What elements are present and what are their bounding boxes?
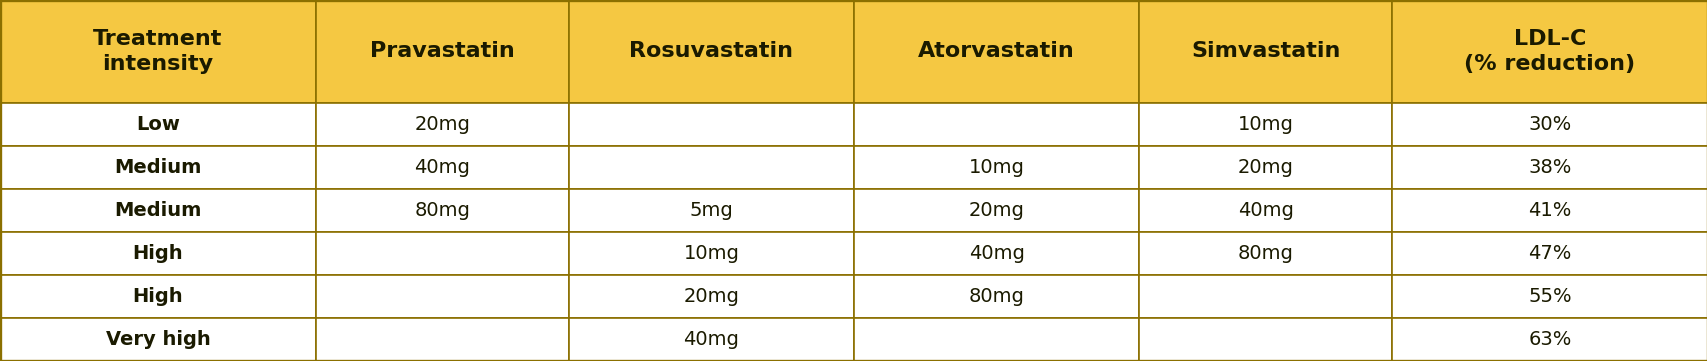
Bar	[854, 0, 1139, 103]
Bar	[1391, 318, 1707, 361]
Text: 30%: 30%	[1528, 115, 1570, 134]
Bar	[568, 146, 854, 189]
Bar	[1139, 275, 1391, 318]
Bar	[316, 232, 568, 275]
Bar	[1391, 189, 1707, 232]
Text: Very high: Very high	[106, 330, 210, 349]
Text: Pravastatin: Pravastatin	[370, 42, 514, 61]
Bar	[854, 189, 1139, 232]
Bar	[854, 146, 1139, 189]
Bar	[568, 275, 854, 318]
Bar	[1139, 189, 1391, 232]
Bar	[568, 318, 854, 361]
Bar	[0, 189, 316, 232]
Text: Treatment
intensity: Treatment intensity	[94, 29, 222, 74]
Bar	[1139, 318, 1391, 361]
Bar	[316, 0, 568, 103]
Text: Medium: Medium	[114, 158, 201, 177]
Bar	[568, 103, 854, 146]
Text: 20mg: 20mg	[415, 115, 469, 134]
Bar	[1391, 146, 1707, 189]
Bar	[0, 0, 316, 103]
Bar	[0, 232, 316, 275]
Bar	[854, 232, 1139, 275]
Text: 20mg: 20mg	[968, 201, 1024, 220]
Text: High: High	[133, 287, 183, 306]
Bar	[316, 275, 568, 318]
Bar	[0, 103, 316, 146]
Text: 40mg: 40mg	[683, 330, 739, 349]
Text: 40mg: 40mg	[1238, 201, 1292, 220]
Text: 63%: 63%	[1528, 330, 1570, 349]
Text: 10mg: 10mg	[1238, 115, 1292, 134]
Bar	[0, 146, 316, 189]
Text: LDL-C
(% reduction): LDL-C (% reduction)	[1463, 29, 1635, 74]
Bar	[854, 275, 1139, 318]
Text: 40mg: 40mg	[415, 158, 469, 177]
Text: 10mg: 10mg	[968, 158, 1024, 177]
Text: Rosuvastatin: Rosuvastatin	[628, 42, 794, 61]
Bar	[316, 318, 568, 361]
Text: Low: Low	[137, 115, 179, 134]
Text: 40mg: 40mg	[968, 244, 1024, 263]
Bar	[568, 189, 854, 232]
Bar	[854, 318, 1139, 361]
Bar	[1391, 232, 1707, 275]
Bar	[316, 103, 568, 146]
Text: 38%: 38%	[1528, 158, 1570, 177]
Text: Atorvastatin: Atorvastatin	[918, 42, 1074, 61]
Bar	[1139, 232, 1391, 275]
Bar	[0, 275, 316, 318]
Text: Medium: Medium	[114, 201, 201, 220]
Text: 47%: 47%	[1528, 244, 1570, 263]
Bar	[1391, 0, 1707, 103]
Bar	[316, 146, 568, 189]
Text: 80mg: 80mg	[415, 201, 469, 220]
Bar	[1391, 275, 1707, 318]
Text: 10mg: 10mg	[683, 244, 739, 263]
Bar	[0, 318, 316, 361]
Text: 55%: 55%	[1528, 287, 1570, 306]
Text: 20mg: 20mg	[683, 287, 739, 306]
Bar	[1391, 103, 1707, 146]
Bar	[568, 0, 854, 103]
Bar	[568, 232, 854, 275]
Text: High: High	[133, 244, 183, 263]
Text: Simvastatin: Simvastatin	[1190, 42, 1340, 61]
Bar	[316, 189, 568, 232]
Bar	[1139, 146, 1391, 189]
Text: 20mg: 20mg	[1238, 158, 1292, 177]
Text: 80mg: 80mg	[968, 287, 1024, 306]
Text: 41%: 41%	[1528, 201, 1570, 220]
Bar	[1139, 0, 1391, 103]
Text: 5mg: 5mg	[690, 201, 732, 220]
Bar	[1139, 103, 1391, 146]
Text: 80mg: 80mg	[1238, 244, 1292, 263]
Bar	[854, 103, 1139, 146]
